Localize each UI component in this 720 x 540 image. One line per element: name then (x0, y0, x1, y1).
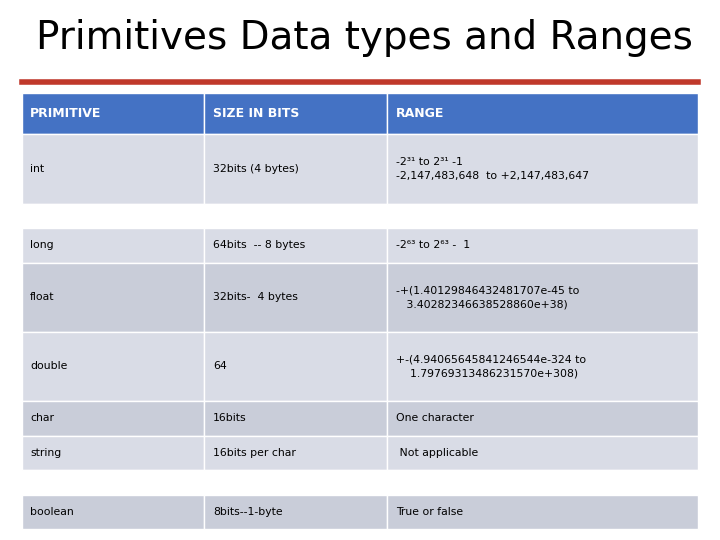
FancyBboxPatch shape (22, 401, 204, 436)
FancyBboxPatch shape (387, 228, 698, 262)
FancyBboxPatch shape (387, 134, 698, 204)
Text: 16bits: 16bits (213, 414, 247, 423)
FancyBboxPatch shape (204, 436, 387, 470)
FancyBboxPatch shape (387, 470, 698, 495)
Text: boolean: boolean (30, 507, 74, 517)
Text: 32bits (4 bytes): 32bits (4 bytes) (213, 164, 299, 174)
Text: -2⁶³ to 2⁶³ -  1: -2⁶³ to 2⁶³ - 1 (396, 240, 470, 250)
FancyBboxPatch shape (387, 93, 698, 134)
Text: 64bits  -- 8 bytes: 64bits -- 8 bytes (213, 240, 305, 250)
FancyBboxPatch shape (204, 401, 387, 436)
FancyBboxPatch shape (22, 436, 204, 470)
FancyBboxPatch shape (387, 401, 698, 436)
FancyBboxPatch shape (204, 332, 387, 401)
FancyBboxPatch shape (204, 262, 387, 332)
Text: -+(1.40129846432481707e-45 to
   3.40282346638528860e+38): -+(1.40129846432481707e-45 to 3.40282346… (396, 285, 579, 309)
FancyBboxPatch shape (22, 204, 204, 228)
FancyBboxPatch shape (204, 495, 387, 529)
FancyBboxPatch shape (204, 93, 387, 134)
FancyBboxPatch shape (22, 228, 204, 262)
Text: Primitives Data types and Ranges: Primitives Data types and Ranges (36, 19, 693, 57)
Text: +-(4.94065645841246544e-324 to
    1.79769313486231570e+308): +-(4.94065645841246544e-324 to 1.7976931… (396, 354, 586, 379)
Text: float: float (30, 292, 55, 302)
FancyBboxPatch shape (204, 470, 387, 495)
FancyBboxPatch shape (22, 262, 204, 332)
Text: string: string (30, 448, 61, 458)
FancyBboxPatch shape (22, 93, 204, 134)
FancyBboxPatch shape (22, 134, 204, 204)
Text: SIZE IN BITS: SIZE IN BITS (213, 107, 300, 120)
Text: 32bits-  4 bytes: 32bits- 4 bytes (213, 292, 298, 302)
Text: long: long (30, 240, 54, 250)
Text: char: char (30, 414, 54, 423)
Text: 16bits per char: 16bits per char (213, 448, 296, 458)
Text: Not applicable: Not applicable (396, 448, 478, 458)
Text: RANGE: RANGE (396, 107, 444, 120)
FancyBboxPatch shape (204, 134, 387, 204)
Text: double: double (30, 361, 68, 372)
Text: PRIMITIVE: PRIMITIVE (30, 107, 102, 120)
Text: One character: One character (396, 414, 474, 423)
Text: True or false: True or false (396, 507, 463, 517)
Text: 64: 64 (213, 361, 227, 372)
FancyBboxPatch shape (204, 204, 387, 228)
FancyBboxPatch shape (22, 332, 204, 401)
FancyBboxPatch shape (387, 436, 698, 470)
Text: -2³¹ to 2³¹ -1
-2,147,483,648  to +2,147,483,647: -2³¹ to 2³¹ -1 -2,147,483,648 to +2,147,… (396, 157, 589, 181)
FancyBboxPatch shape (22, 495, 204, 529)
FancyBboxPatch shape (387, 204, 698, 228)
FancyBboxPatch shape (22, 470, 204, 495)
FancyBboxPatch shape (204, 228, 387, 262)
FancyBboxPatch shape (387, 262, 698, 332)
Text: 8bits--1-byte: 8bits--1-byte (213, 507, 283, 517)
Text: int: int (30, 164, 45, 174)
FancyBboxPatch shape (387, 495, 698, 529)
FancyBboxPatch shape (387, 332, 698, 401)
